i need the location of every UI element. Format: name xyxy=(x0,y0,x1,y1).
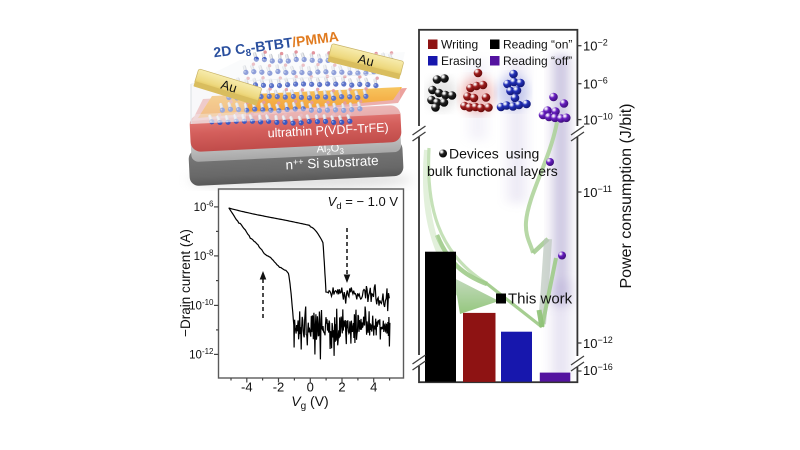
svg-text:Al2O3: Al2O3 xyxy=(316,142,344,157)
svg-text:n++ Si substrate: n++ Si substrate xyxy=(285,153,379,173)
svg-text:2D C8-BTBT/PMMA: 2D C8-BTBT/PMMA xyxy=(212,28,340,63)
svg-text:4: 4 xyxy=(370,380,377,395)
svg-text:ultrathin P(VDF-TrFE): ultrathin P(VDF-TrFE) xyxy=(267,120,389,140)
svg-text:Erasing: Erasing xyxy=(441,54,482,68)
svg-text:Writing: Writing xyxy=(441,38,478,52)
svg-text:10−16: 10−16 xyxy=(583,362,613,378)
svg-text:10−6: 10−6 xyxy=(583,76,608,92)
svg-text:10−11: 10−11 xyxy=(583,184,612,200)
svg-text:This work: This work xyxy=(508,291,573,308)
svg-text:−Drain current (A): −Drain current (A) xyxy=(178,229,193,337)
svg-text:bulk functional layers: bulk functional layers xyxy=(427,163,558,179)
svg-text:-2: -2 xyxy=(273,380,285,395)
svg-text:2: 2 xyxy=(338,380,345,395)
svg-text:10-6: 10-6 xyxy=(194,200,214,215)
svg-text:10-8: 10-8 xyxy=(194,249,214,264)
svg-text:Vg (V): Vg (V) xyxy=(291,393,328,412)
svg-text:Au: Au xyxy=(356,51,375,69)
svg-text:Reading “off”: Reading “off” xyxy=(503,54,572,68)
svg-text:10-12: 10-12 xyxy=(189,347,214,362)
svg-text:10−12: 10−12 xyxy=(583,335,613,351)
svg-text:Vd = − 1.0 V: Vd = − 1.0 V xyxy=(328,194,399,212)
svg-text:Power consumption (J/bit): Power consumption (J/bit) xyxy=(618,104,635,289)
svg-text:10−2: 10−2 xyxy=(583,38,608,54)
svg-text:Reading “on”: Reading “on” xyxy=(503,38,572,52)
svg-text:10−10: 10−10 xyxy=(583,112,613,128)
svg-text:Au: Au xyxy=(219,77,239,96)
svg-text:-4: -4 xyxy=(241,380,253,395)
svg-text:0: 0 xyxy=(307,380,314,395)
